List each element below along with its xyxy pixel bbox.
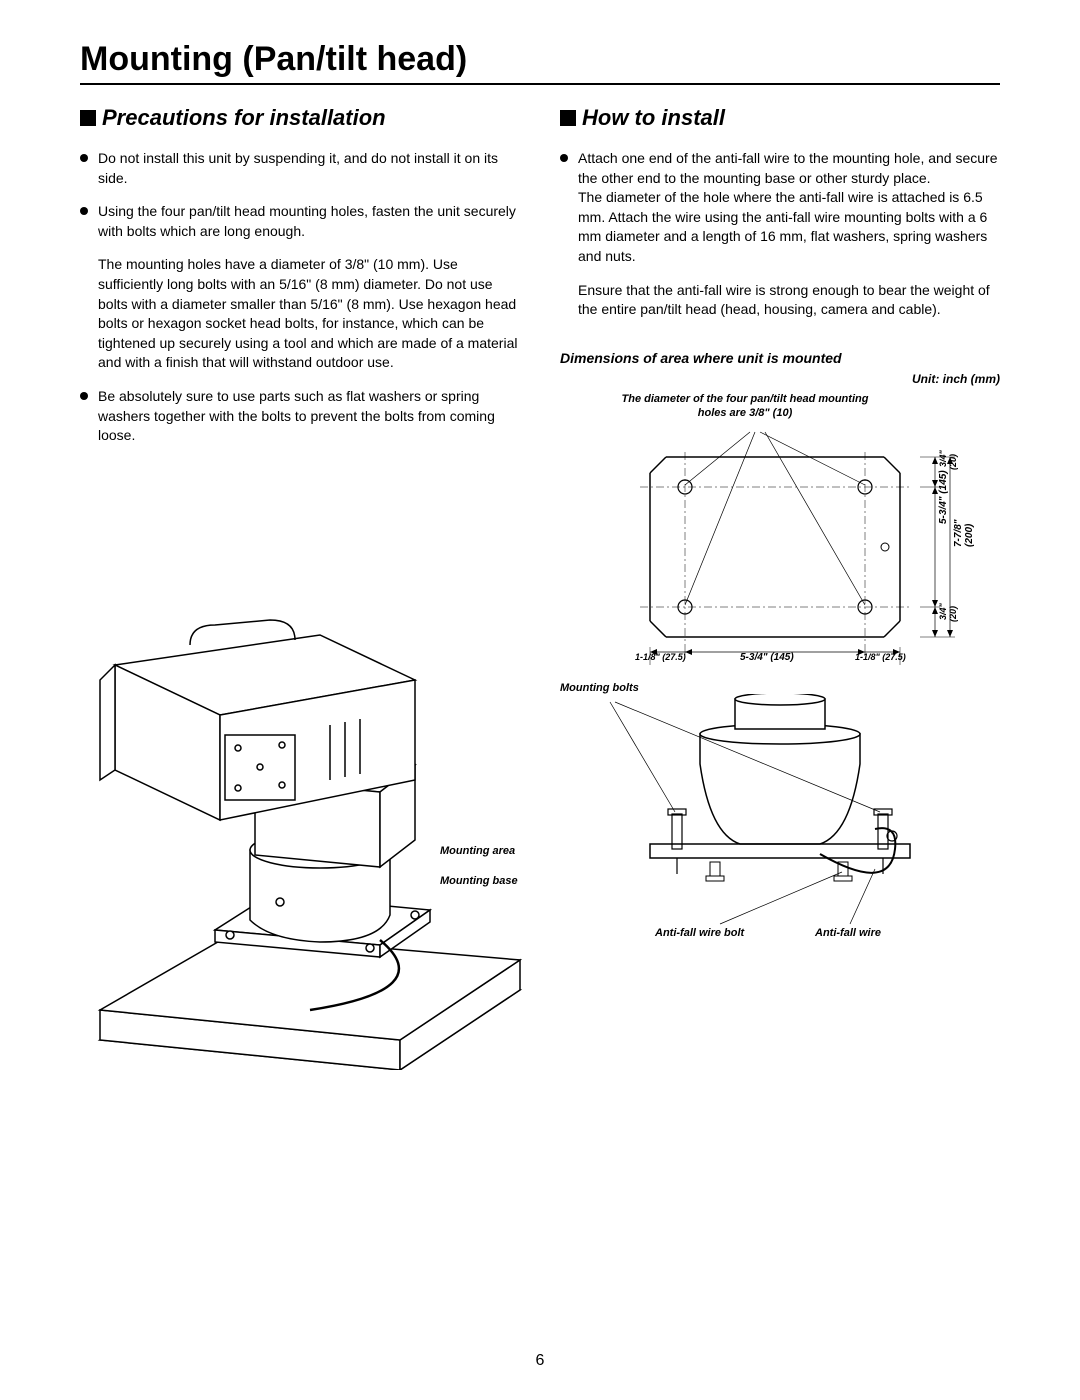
dim-right-20a: 3/4" (938, 450, 948, 467)
page-title: Mounting (Pan/tilt head) (80, 40, 1000, 79)
title-rule (80, 83, 1000, 85)
dim-bottom-27a: 1-1/8" (27.5) (635, 652, 686, 662)
dim-right-200: 7-7/8" (200) (953, 500, 975, 547)
list-item: Attach one end of the anti-fall wire to … (560, 149, 1000, 267)
page-number: 6 (536, 1352, 545, 1370)
list-item: Using the four pan/tilt head mounting ho… (80, 202, 520, 241)
bullet-text: Be absolutely sure to use parts such as … (98, 387, 520, 446)
list-item: Do not install this unit by suspending i… (80, 149, 520, 188)
mounting-area-label: Mounting area (440, 845, 515, 857)
top-view-svg (560, 397, 990, 667)
howto-heading: How to install (560, 105, 1000, 131)
precautions-heading-text: Precautions for installation (102, 105, 386, 131)
top-view-diagram: The diameter of the four pan/tilt head m… (560, 392, 1000, 672)
right-column: How to install Attach one end of the ant… (560, 105, 1000, 962)
side-view-diagram: Mounting bolts (560, 682, 1000, 962)
precautions-heading: Precautions for installation (80, 105, 520, 131)
dim-bottom-145: 5-3/4" (145) (740, 652, 794, 663)
bullet-text: Do not install this unit by suspending i… (98, 149, 520, 188)
anti-fall-bolt-label: Anti-fall wire bolt (655, 927, 744, 939)
dim-right-20b2: (20) (948, 606, 958, 622)
diagram-area: Dimensions of area where unit is mounted… (560, 350, 1000, 962)
bullet-text: Using the four pan/tilt head mounting ho… (98, 202, 520, 241)
bullet-icon (80, 154, 88, 162)
side-view-svg (560, 694, 990, 954)
dimensions-title: Dimensions of area where unit is mounted (560, 350, 1000, 366)
precautions-list: Do not install this unit by suspending i… (80, 149, 520, 241)
howto-heading-text: How to install (582, 105, 725, 131)
bullet-text: Attach one end of the anti-fall wire to … (578, 149, 1000, 267)
main-illustration: Mounting area Mounting base (70, 570, 550, 1070)
square-bullet-icon (80, 110, 96, 126)
precautions-list-2: Be absolutely sure to use parts such as … (80, 387, 520, 446)
square-bullet-icon (560, 110, 576, 126)
bullet-icon (560, 154, 568, 162)
bullet-icon (80, 392, 88, 400)
bullet-icon (80, 207, 88, 215)
camera-pedestal-svg (70, 570, 550, 1070)
unit-label: Unit: inch (mm) (560, 372, 1000, 386)
mounting-base-label: Mounting base (440, 875, 518, 887)
howto-list: Attach one end of the anti-fall wire to … (560, 149, 1000, 267)
dim-right-145: 5-3/4" (145) (938, 470, 949, 524)
list-item: Be absolutely sure to use parts such as … (80, 387, 520, 446)
mounting-bolts-label: Mounting bolts (560, 682, 639, 694)
dim-right-20a2: (20) (948, 454, 958, 470)
anti-fall-wire-label: Anti-fall wire (815, 927, 881, 939)
mounting-hole-detail: The mounting holes have a diameter of 3/… (98, 255, 520, 373)
wire-strength-note: Ensure that the anti-fall wire is strong… (578, 281, 1000, 320)
dim-bottom-27b: 1-1/8" (27.5) (855, 652, 906, 662)
dim-right-20b: 3/4" (938, 603, 948, 620)
